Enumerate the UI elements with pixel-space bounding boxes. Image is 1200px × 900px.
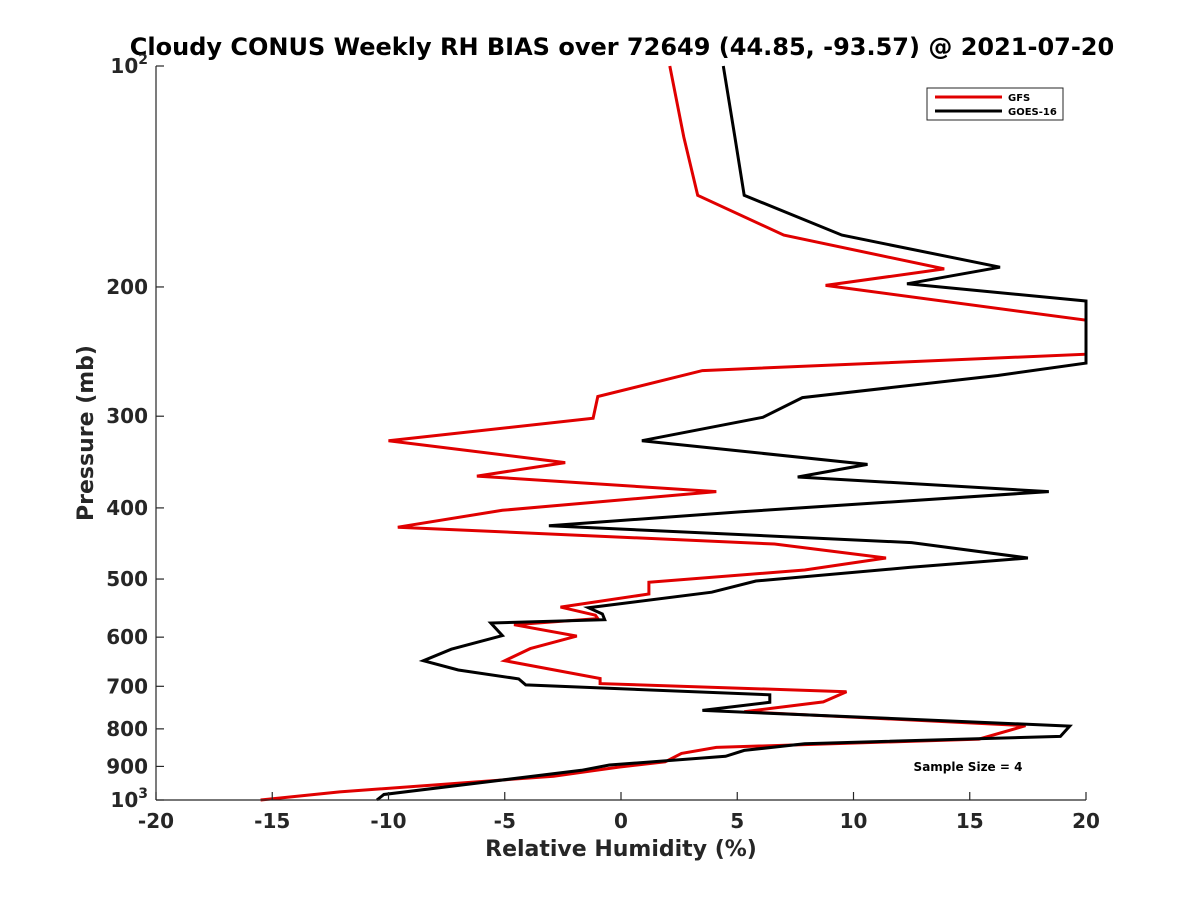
y-tick-label: 300	[106, 404, 148, 428]
x-tick-label: -20	[138, 809, 174, 833]
chart-title: Cloudy CONUS Weekly RH BIAS over 72649 (…	[130, 33, 1114, 61]
y-ticks: 102 200 300 400 500 600 700 800 900 103	[106, 52, 164, 812]
x-tick-label: -10	[370, 809, 406, 833]
y-tick-label: 800	[106, 717, 148, 741]
legend-label-goes16: GOES-16	[1008, 107, 1057, 118]
x-tick-label: 10	[840, 809, 868, 833]
legend-label-gfs: GFS	[1008, 93, 1030, 104]
sample-size-annotation: Sample Size = 4	[914, 760, 1023, 774]
y-tick-label: 600	[106, 625, 148, 649]
y-tick-label: 900	[106, 754, 148, 778]
x-tick-label: 15	[956, 809, 984, 833]
x-ticks: -20 -15 -10 -5 0 5 10 15 20	[138, 792, 1100, 833]
x-tick-label: 20	[1072, 809, 1100, 833]
x-axis-label: Relative Humidity (%)	[485, 837, 757, 862]
y-tick-label: 700	[106, 674, 148, 698]
legend-box	[926, 87, 1064, 121]
y-tick-label: 400	[106, 496, 148, 520]
y-tick-label: 102	[110, 52, 148, 78]
x-tick-label: -15	[254, 809, 290, 833]
series-line-goes16	[375, 65, 1088, 802]
x-tick-label: 5	[730, 809, 744, 833]
x-tick-label: -5	[494, 809, 516, 833]
plot-area	[156, 66, 1086, 800]
series-layer	[260, 65, 1088, 802]
y-axis-label: Pressure (mb)	[74, 345, 99, 521]
legend: GFS GOES-16	[926, 87, 1064, 121]
y-tick-label: 103	[110, 786, 148, 812]
y-tick-label: 500	[106, 567, 148, 591]
y-tick-label: 200	[106, 275, 148, 299]
x-tick-label: 0	[614, 809, 628, 833]
series-line-gfs	[260, 65, 1088, 802]
